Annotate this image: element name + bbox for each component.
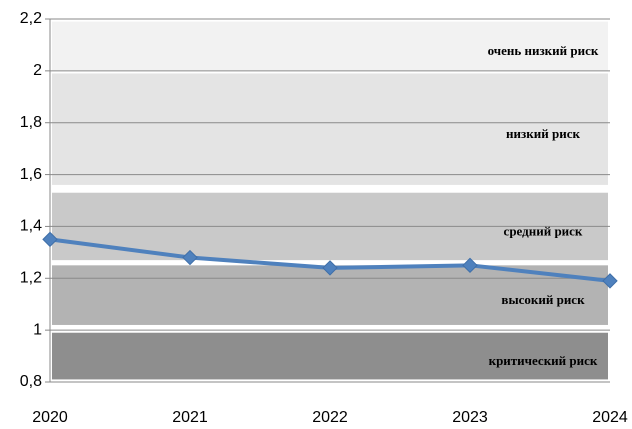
x-tick-label: 2023	[452, 409, 488, 426]
y-tick-label: 0,8	[20, 373, 42, 390]
band-label: очень низкий риск	[488, 43, 599, 58]
marker	[462, 257, 478, 274]
y-tick-label: 2,2	[20, 10, 42, 27]
band-label: низкий риск	[506, 126, 580, 141]
y-tick-label: 1,8	[20, 114, 42, 131]
y-tick-label: 1,2	[20, 270, 42, 287]
marker	[42, 231, 58, 248]
band-label: высокий риск	[501, 292, 585, 307]
marker	[182, 249, 198, 266]
risk-band	[52, 332, 608, 380]
marker	[322, 260, 338, 276]
y-tick-label: 1,4	[20, 218, 42, 235]
risk-band	[52, 21, 608, 71]
y-tick-label: 1	[33, 321, 42, 338]
x-tick-label: 2020	[32, 409, 68, 426]
band-label: критический риск	[489, 353, 598, 368]
y-tick-label: 2	[33, 62, 42, 79]
x-tick-label: 2021	[172, 409, 208, 426]
x-tick-label: 2024	[592, 409, 628, 426]
risk-band	[52, 73, 608, 185]
y-tick-label: 1,6	[20, 166, 42, 183]
band-label: средний риск	[504, 223, 583, 238]
marker	[602, 273, 618, 289]
x-tick-label: 2022	[312, 409, 348, 426]
